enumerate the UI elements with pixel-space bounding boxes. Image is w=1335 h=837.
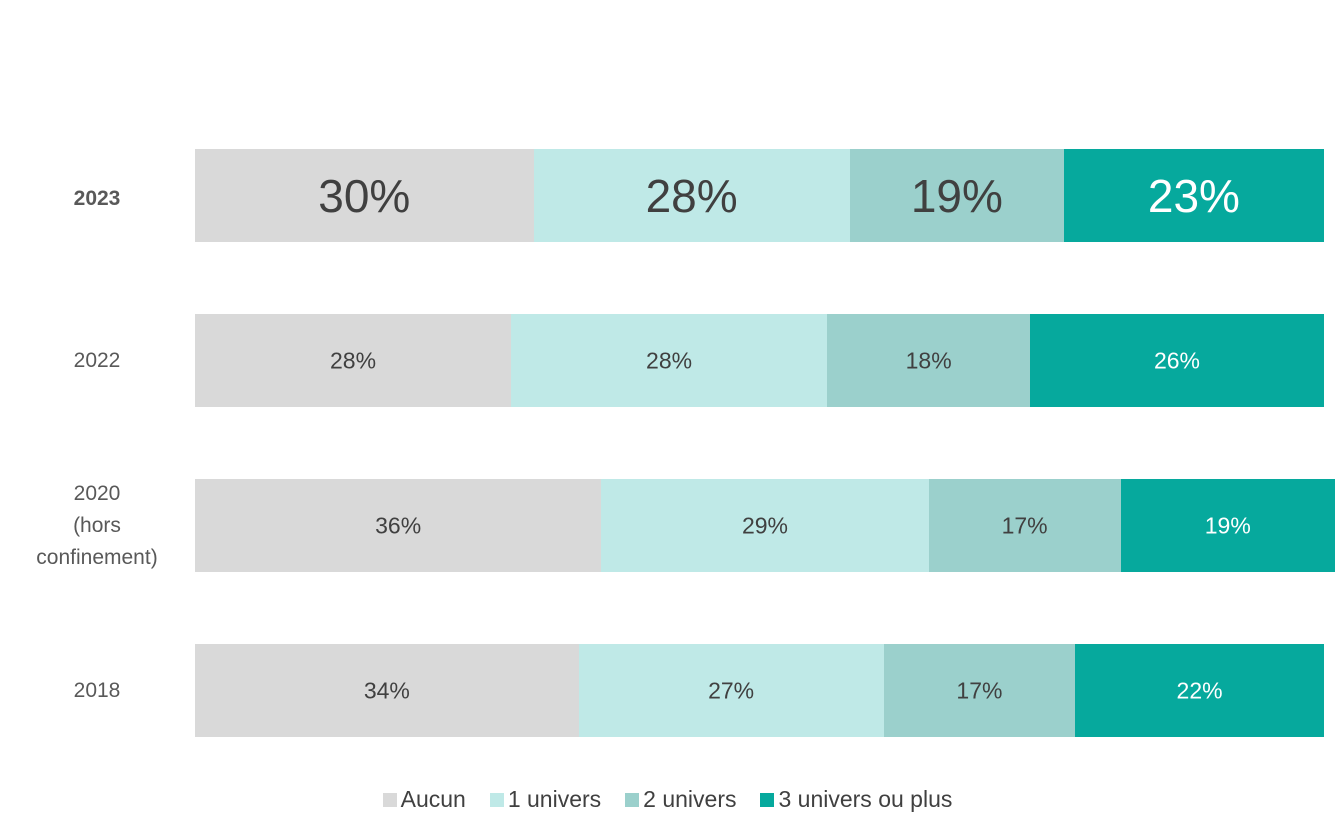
legend-label: 1 univers [507, 786, 602, 812]
legend-label: 2 univers [643, 786, 737, 812]
bar-segment [533, 149, 850, 242]
legend-swatch [382, 792, 397, 807]
legend-label: 3 univers ou plus [778, 786, 953, 812]
value-label: 17% [1001, 512, 1048, 538]
value-label: 28% [645, 169, 738, 222]
bar-segment [195, 149, 534, 242]
bar-segment [1120, 479, 1335, 572]
bar-segment [1075, 644, 1324, 737]
bar-segment [928, 479, 1121, 572]
bar-segment [195, 644, 579, 737]
legend-swatch [489, 792, 504, 807]
bar-segment [601, 479, 929, 572]
bar-segment [883, 644, 1076, 737]
category-label: 2018 [73, 678, 121, 702]
legend-item: Aucun [382, 786, 466, 813]
value-label: 18% [905, 347, 952, 373]
value-label: 17% [956, 677, 1003, 703]
legend-item: 3 univers ou plus [760, 786, 952, 813]
value-label: 34% [363, 677, 410, 703]
legend-label: Aucun [400, 786, 466, 812]
value-label: 19% [910, 169, 1003, 222]
value-label: 28% [329, 347, 377, 373]
value-label: 22% [1176, 677, 1223, 703]
value-label: 28% [646, 347, 693, 373]
legend-item: 2 univers [625, 786, 736, 813]
category-label: 2022 [73, 348, 121, 372]
bar-segment [849, 149, 1065, 242]
value-label: 23% [1147, 169, 1240, 222]
legend-item: 1 univers [489, 786, 602, 813]
bar-segment [1064, 149, 1324, 242]
value-label: 36% [375, 512, 422, 538]
category-label: 2020 (hors confinement) [36, 481, 158, 569]
value-label: 26% [1153, 347, 1200, 373]
bar-segment [1030, 314, 1324, 407]
category-label: 2023 [73, 186, 121, 210]
bar-segment [511, 314, 828, 407]
bar-segment [578, 644, 884, 737]
legend: Aucun 1 univers 2 univers 3 univers ou plus [0, 786, 1335, 813]
legend-swatch [625, 792, 640, 807]
value-label: 29% [741, 512, 789, 538]
bar-segment [195, 314, 512, 407]
value-label: 19% [1204, 512, 1251, 538]
legend-swatch [760, 792, 775, 807]
bar-segment [827, 314, 1031, 407]
value-label: 30% [318, 169, 411, 222]
bar-segment [195, 479, 602, 572]
value-label: 27% [708, 677, 755, 703]
